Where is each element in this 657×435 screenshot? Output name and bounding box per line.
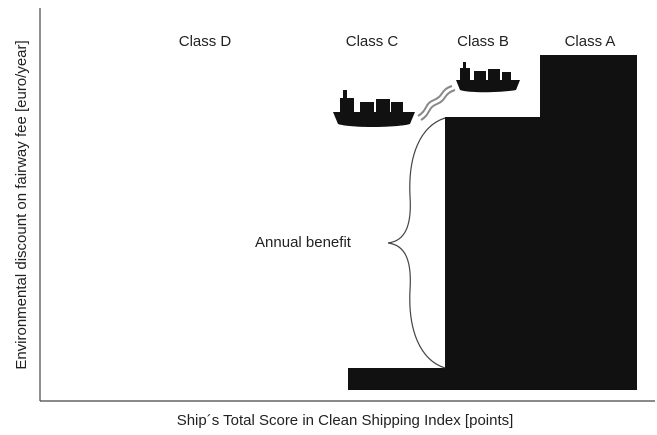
class-label: Class C (346, 33, 399, 50)
ship-small (456, 62, 520, 93)
y-axis-label: Environmental discount on fairway fee [e… (13, 40, 30, 369)
x-axis-label: Ship´s Total Score in Clean Shipping Ind… (177, 412, 514, 429)
brace (387, 117, 446, 369)
class-label: Class D (179, 33, 232, 50)
annotation: Annual benefit (255, 234, 352, 251)
class-label: Class B (457, 33, 509, 50)
wake (417, 85, 456, 121)
class-label: Class A (565, 33, 616, 50)
ship-large (333, 90, 415, 127)
discount-steps (348, 55, 637, 390)
